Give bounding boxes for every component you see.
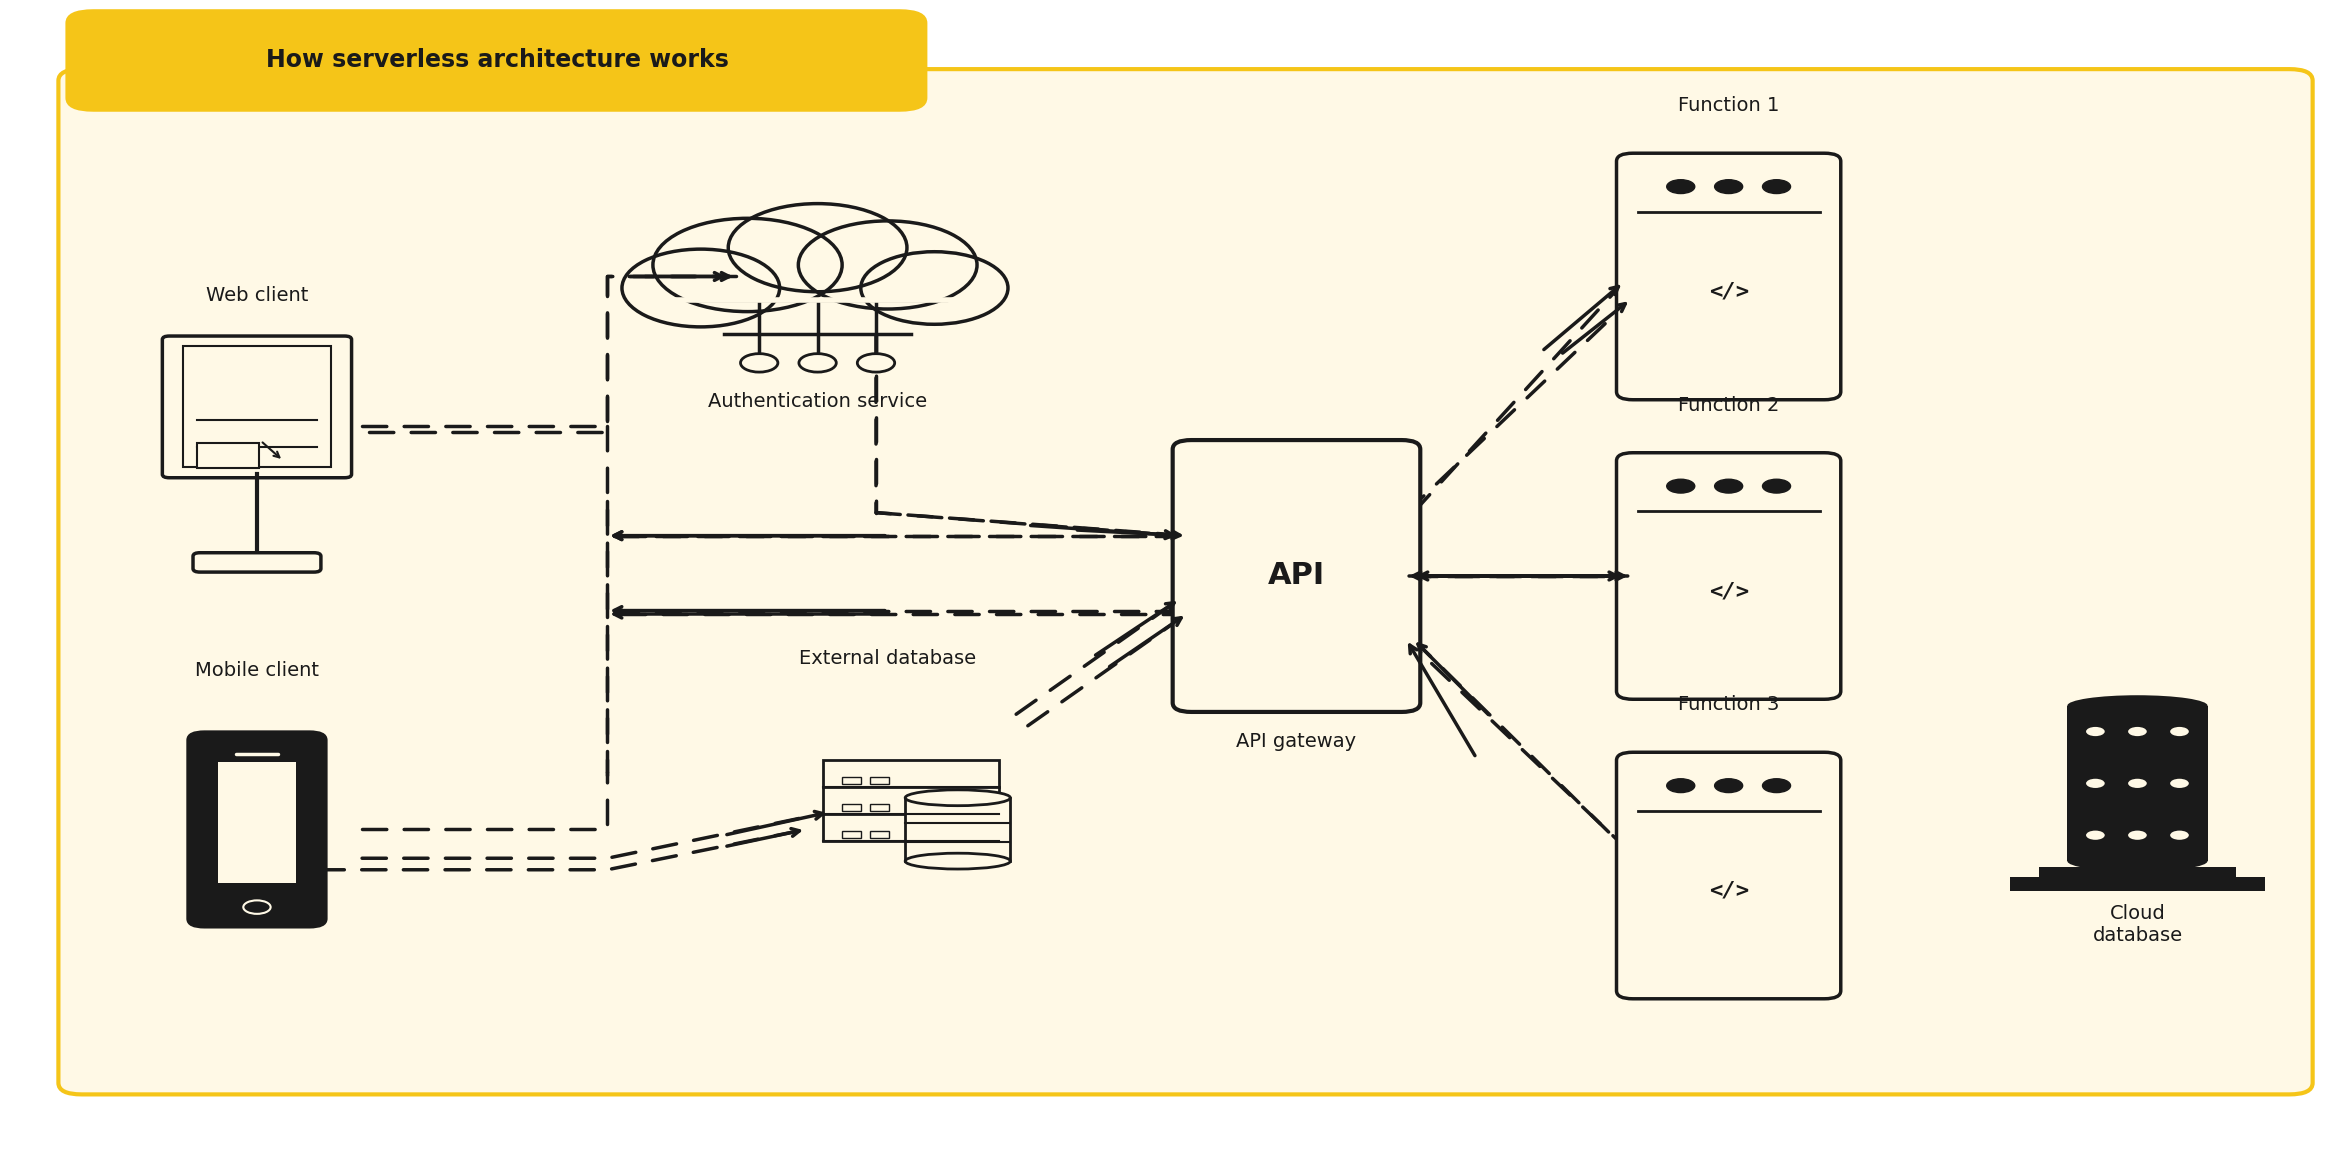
FancyBboxPatch shape: [65, 9, 927, 112]
Bar: [906, 797, 1009, 862]
Bar: [2039, 866, 2236, 879]
Circle shape: [2170, 779, 2189, 788]
Circle shape: [1666, 180, 1694, 194]
Text: External database: External database: [799, 650, 976, 668]
Circle shape: [2170, 831, 2189, 840]
Circle shape: [1666, 479, 1694, 493]
Circle shape: [1715, 779, 1743, 793]
Circle shape: [1761, 180, 1789, 194]
Text: Mobile client: Mobile client: [194, 661, 320, 680]
Ellipse shape: [2067, 850, 2208, 871]
FancyBboxPatch shape: [1617, 453, 1841, 699]
Circle shape: [1715, 180, 1743, 194]
Circle shape: [2128, 727, 2147, 736]
Circle shape: [2170, 727, 2189, 736]
Circle shape: [2086, 779, 2105, 788]
Bar: [822, 760, 1000, 787]
Ellipse shape: [2067, 799, 2208, 820]
Bar: [869, 804, 888, 811]
Bar: [822, 814, 1000, 841]
Bar: [869, 831, 888, 838]
Circle shape: [741, 354, 778, 372]
Circle shape: [2086, 727, 2105, 736]
FancyBboxPatch shape: [1173, 440, 1420, 712]
Circle shape: [2128, 831, 2147, 840]
Bar: [2067, 758, 2208, 810]
Bar: [869, 776, 888, 783]
Text: Function 1: Function 1: [1677, 97, 1780, 115]
Circle shape: [2086, 831, 2105, 840]
FancyBboxPatch shape: [187, 733, 325, 926]
Circle shape: [799, 354, 836, 372]
Circle shape: [1715, 479, 1743, 493]
Text: How serverless architecture works: How serverless architecture works: [266, 48, 729, 71]
Bar: [185, 347, 332, 468]
Bar: [843, 831, 862, 838]
Text: </>: </>: [1708, 282, 1750, 302]
Text: </>: </>: [1708, 582, 1750, 601]
Text: Web client: Web client: [206, 287, 308, 305]
Text: API: API: [1268, 561, 1325, 591]
FancyBboxPatch shape: [1617, 752, 1841, 999]
Circle shape: [2128, 779, 2147, 788]
Text: API gateway: API gateway: [1236, 732, 1357, 750]
Circle shape: [1761, 479, 1789, 493]
FancyBboxPatch shape: [161, 336, 353, 478]
FancyBboxPatch shape: [194, 553, 320, 573]
Circle shape: [857, 354, 895, 372]
Ellipse shape: [906, 790, 1009, 805]
Text: Function 3: Function 3: [1677, 696, 1780, 714]
Bar: [2067, 705, 2208, 758]
FancyBboxPatch shape: [1617, 153, 1841, 400]
FancyBboxPatch shape: [58, 69, 2313, 1094]
Ellipse shape: [2067, 748, 2208, 768]
Text: Authentication service: Authentication service: [708, 392, 927, 410]
Text: Cloud
database: Cloud database: [2093, 904, 2182, 946]
Text: </>: </>: [1708, 881, 1750, 901]
Bar: [196, 444, 259, 468]
Bar: [2067, 810, 2208, 862]
Bar: [843, 776, 862, 783]
Ellipse shape: [906, 854, 1009, 869]
Bar: [822, 787, 1000, 814]
Circle shape: [1761, 779, 1789, 793]
Bar: [217, 761, 297, 882]
Circle shape: [1666, 779, 1694, 793]
Bar: [2009, 877, 2266, 890]
Text: Function 2: Function 2: [1677, 396, 1780, 415]
Ellipse shape: [2067, 695, 2208, 715]
Bar: [843, 804, 862, 811]
